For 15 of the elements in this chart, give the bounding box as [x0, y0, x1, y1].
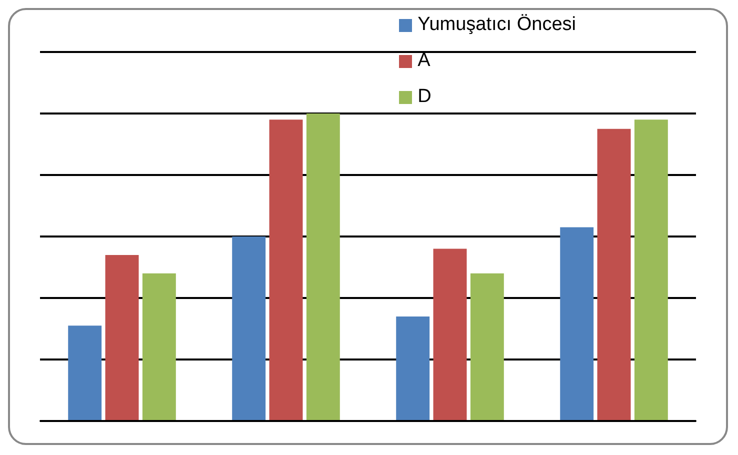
legend-label: Yumuşatıcı Öncesi [418, 14, 576, 36]
bar [68, 326, 102, 420]
bar [306, 114, 340, 420]
bar [269, 120, 303, 420]
bar [396, 316, 430, 420]
bar [634, 120, 668, 420]
legend-label: D [418, 86, 432, 108]
bar [142, 273, 176, 420]
bar [597, 128, 631, 420]
legend-label: A [418, 50, 430, 72]
bar [470, 273, 504, 420]
bar [232, 236, 266, 420]
bar [560, 227, 594, 420]
bar [105, 254, 139, 420]
bar [433, 248, 467, 420]
